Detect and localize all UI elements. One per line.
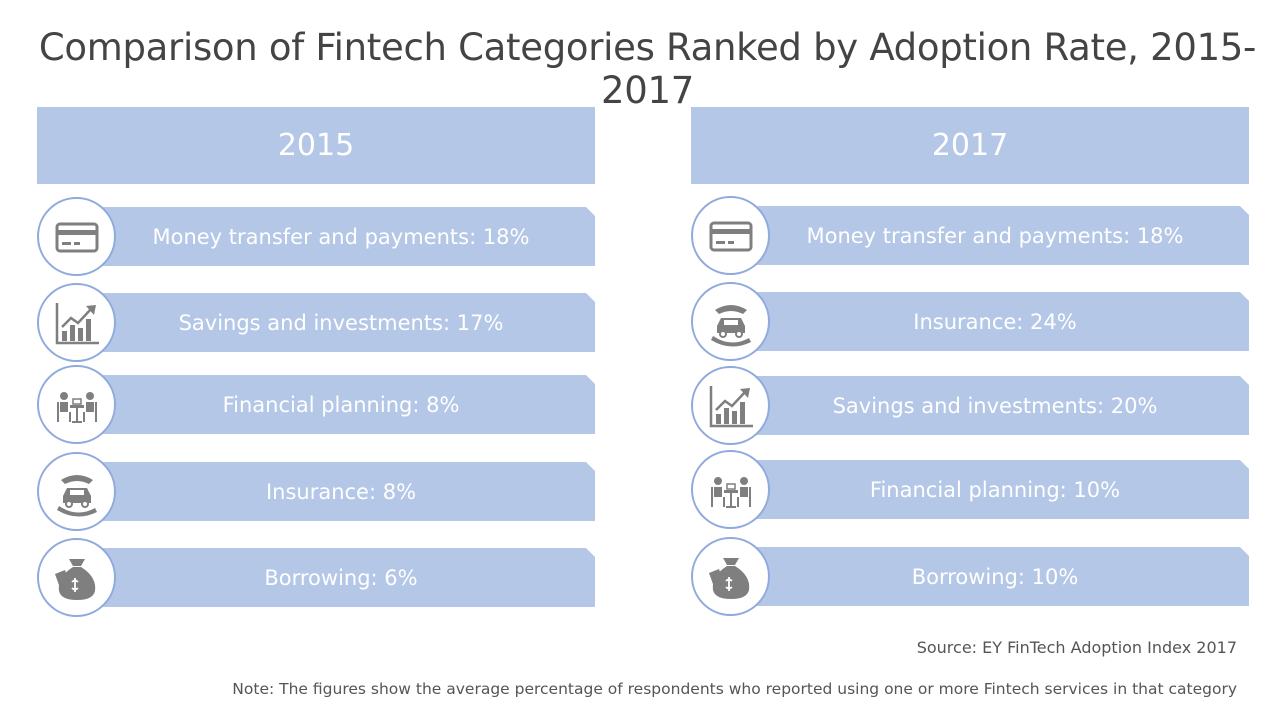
list-item: Insurance: 8% [37,452,595,531]
category-label: Savings and investments: 17% [178,310,504,335]
credit-card-icon [55,222,98,252]
category-bar [730,460,1249,519]
note-text: Note: The figures show the average perce… [232,680,1237,698]
list-item: Borrowing: 6% [37,538,595,617]
growth-chart-icon [709,385,753,427]
category-bar [730,206,1249,265]
icon-circle [37,452,116,531]
year-header: 2017 [691,107,1249,184]
icon-circle [691,537,770,616]
category-bar [730,547,1249,606]
money-bag-icon [708,557,749,599]
icon-circle [37,365,116,444]
list-item: Savings and investments: 20% [691,366,1249,445]
icon-circle [37,283,116,362]
category-label: Financial planning: 10% [869,477,1121,502]
growth-chart-icon [55,302,99,344]
category-bar [76,293,595,352]
category-label: Insurance: 24% [913,309,1077,334]
category-bar [76,375,595,434]
meeting-table-icon [56,391,97,423]
category-label: Insurance: 8% [265,479,417,504]
category-bar [76,548,595,607]
list-item: Insurance: 24% [691,282,1249,361]
car-insurance-icon [56,474,97,517]
list-item: Savings and investments: 17% [37,283,595,362]
icon-circle [691,366,770,445]
money-bag-icon [54,558,95,600]
icon-circle [691,196,770,275]
list-item: Financial planning: 10% [691,450,1249,529]
list-item: Money transfer and payments: 18% [37,197,595,276]
list-item: Money transfer and payments: 18% [691,196,1249,275]
category-label: Money transfer and payments: 18% [152,224,530,249]
icon-circle [37,538,116,617]
year-header: 2015 [37,107,595,184]
category-label: Borrowing: 6% [264,565,418,590]
category-bar [76,462,595,521]
category-label: Borrowing: 10% [911,564,1079,589]
list-item: Financial planning: 8% [37,365,595,444]
category-bar [76,207,595,266]
icon-circle [37,197,116,276]
column-2017: 2017 Money transfer and payments: 18% In… [691,107,1249,616]
credit-card-icon [709,221,752,251]
category-label: Financial planning: 8% [222,392,460,417]
icon-circle [691,450,770,529]
category-bar [730,292,1249,351]
source-text: Source: EY FinTech Adoption Index 2017 [916,638,1237,657]
category-label: Savings and investments: 20% [832,393,1158,418]
page-title: Comparison of Fintech Categories Ranked … [38,26,1257,112]
category-label: Money transfer and payments: 18% [806,223,1184,248]
icon-circle [691,282,770,361]
meeting-table-icon [710,476,751,508]
column-2015: 2015 Money transfer and payments: 18% Sa… [37,107,595,617]
list-item: Borrowing: 10% [691,537,1249,616]
category-bar [730,376,1249,435]
car-insurance-icon [710,304,751,347]
